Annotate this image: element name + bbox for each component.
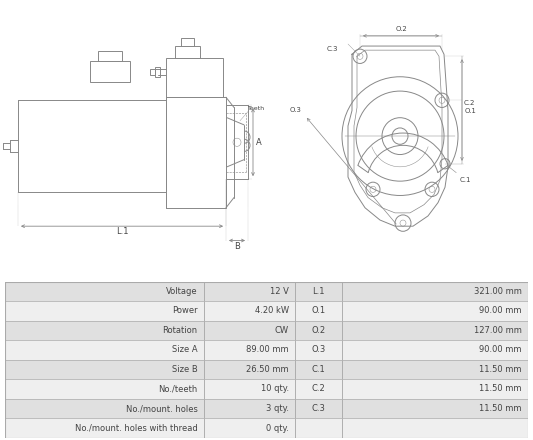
Text: CW: CW [275, 326, 289, 335]
Bar [5, 301, 528, 321]
Text: L.1: L.1 [312, 287, 325, 296]
Bar [342, 399, 528, 418]
Bar [295, 340, 342, 360]
Text: O.3: O.3 [312, 345, 326, 355]
Text: 127.00 mm: 127.00 mm [473, 326, 521, 335]
Bar [295, 418, 342, 438]
Text: No./mount. holes: No./mount. holes [126, 404, 198, 413]
Text: O.2: O.2 [312, 326, 326, 335]
Bar [204, 379, 295, 399]
Bar [295, 301, 342, 321]
Text: A: A [256, 138, 262, 147]
Text: Rotation: Rotation [163, 326, 198, 335]
Bar [5, 360, 528, 379]
Text: C.2: C.2 [312, 385, 326, 393]
Bar [342, 340, 528, 360]
Bar [5, 379, 528, 399]
Text: C.2: C.2 [464, 100, 475, 106]
Bar [5, 399, 528, 418]
Bar [98, 51, 122, 62]
Bar [204, 321, 295, 340]
Bar [5, 282, 528, 301]
Text: O.2: O.2 [395, 26, 407, 32]
Text: O.1: O.1 [312, 306, 326, 315]
Text: 10 qty.: 10 qty. [261, 385, 289, 393]
Bar [5, 399, 204, 418]
Text: 90.00 mm: 90.00 mm [479, 306, 521, 315]
Text: No./teeth: No./teeth [158, 385, 198, 393]
Text: 321.00 mm: 321.00 mm [473, 287, 521, 296]
Text: Power: Power [172, 306, 198, 315]
Text: Teeth: Teeth [248, 106, 265, 110]
Text: C.3: C.3 [327, 46, 338, 52]
Bar [155, 66, 160, 77]
Bar [150, 69, 155, 75]
Bar [295, 282, 342, 301]
Bar [166, 97, 226, 208]
Text: 89.00 mm: 89.00 mm [246, 345, 289, 355]
Bar [5, 301, 204, 321]
Bar [342, 379, 528, 399]
Bar [5, 360, 204, 379]
Text: C.1: C.1 [447, 165, 472, 183]
Text: B: B [234, 242, 240, 251]
Text: Size B: Size B [172, 365, 198, 374]
Text: Size A: Size A [172, 345, 198, 355]
Bar [295, 379, 342, 399]
Text: 26.50 mm: 26.50 mm [246, 365, 289, 374]
Bar [175, 46, 200, 59]
Text: 3 qty.: 3 qty. [266, 404, 289, 413]
Text: No./mount. holes with thread: No./mount. holes with thread [75, 424, 198, 433]
Bar [204, 301, 295, 321]
Bar [295, 399, 342, 418]
Bar [90, 62, 130, 82]
Text: 11.50 mm: 11.50 mm [479, 385, 521, 393]
Bar [204, 399, 295, 418]
Text: 90.00 mm: 90.00 mm [479, 345, 521, 355]
Bar [342, 301, 528, 321]
Text: 11.50 mm: 11.50 mm [479, 404, 521, 413]
Bar [204, 340, 295, 360]
Bar [5, 340, 204, 360]
Text: 4.20 kW: 4.20 kW [255, 306, 289, 315]
Bar [342, 418, 528, 438]
Text: O.1: O.1 [465, 107, 477, 114]
Text: L.1: L.1 [116, 227, 128, 236]
Bar [204, 360, 295, 379]
Bar [5, 418, 204, 438]
Bar [5, 379, 204, 399]
Text: C.3: C.3 [312, 404, 326, 413]
Text: Voltage: Voltage [166, 287, 198, 296]
Bar [5, 282, 204, 301]
Bar [295, 360, 342, 379]
Bar [5, 321, 528, 340]
Bar [166, 59, 223, 97]
Bar [204, 418, 295, 438]
Bar [295, 321, 342, 340]
Text: C.1: C.1 [312, 365, 326, 374]
Text: 11.50 mm: 11.50 mm [479, 365, 521, 374]
Text: O.3: O.3 [290, 106, 302, 113]
Bar [342, 321, 528, 340]
Bar [5, 418, 528, 438]
Bar [342, 360, 528, 379]
Text: 12 V: 12 V [270, 287, 289, 296]
Bar [181, 38, 194, 46]
Bar [5, 321, 204, 340]
Bar [204, 282, 295, 301]
Bar [5, 340, 528, 360]
Bar [342, 282, 528, 301]
Text: 0 qty.: 0 qty. [266, 424, 289, 433]
